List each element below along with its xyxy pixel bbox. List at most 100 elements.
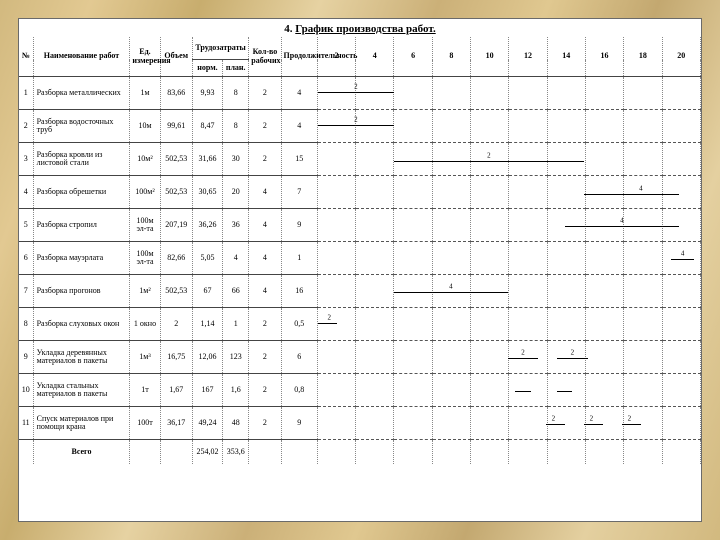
gantt-cell <box>624 407 662 440</box>
gantt-cell <box>471 77 509 110</box>
col-t-18: 18 <box>624 37 662 77</box>
gantt-cell <box>471 209 509 242</box>
cell-dur: 4 <box>281 110 317 143</box>
gantt-cell: 4 <box>317 209 355 242</box>
gantt-cell <box>547 110 585 143</box>
gantt-cell <box>394 341 432 374</box>
col-t-16: 16 <box>585 37 623 77</box>
cell-workers: 2 <box>249 110 281 143</box>
document-sheet: 4. График производства работ. № Наименов… <box>18 18 702 522</box>
cell-norm: 49,24 <box>192 407 222 440</box>
gantt-cell <box>624 110 662 143</box>
cell-workname: Спуск материалов при помощи крана <box>33 407 130 440</box>
cell-norm: 1,14 <box>192 308 222 341</box>
cell-num: 1 <box>19 77 33 110</box>
gantt-cell <box>432 143 470 176</box>
gantt-cell <box>471 374 509 407</box>
cell-num: 11 <box>19 407 33 440</box>
cell-workers: 4 <box>249 242 281 275</box>
cell-vol: 2 <box>160 308 192 341</box>
gantt-cell <box>547 209 585 242</box>
gantt-cell: 2 <box>317 143 355 176</box>
doc-title: 4. График производства работ. <box>19 19 701 37</box>
cell-num: 5 <box>19 209 33 242</box>
gantt-cell <box>394 77 432 110</box>
gantt-cell <box>585 275 623 308</box>
gantt-cell <box>432 209 470 242</box>
gantt-cell <box>624 308 662 341</box>
gantt-cell <box>394 143 432 176</box>
cell-unit: 1 окно <box>130 308 160 341</box>
gantt-cell <box>471 176 509 209</box>
cell-plan: 1 <box>223 308 249 341</box>
foot-total-label: Всего <box>33 440 130 465</box>
gantt-cell <box>394 176 432 209</box>
cell-workname: Разборка кровли из листовой стали <box>33 143 130 176</box>
cell-norm: 67 <box>192 275 222 308</box>
gantt-cell <box>624 242 662 275</box>
gantt-cell <box>547 374 585 407</box>
cell-norm: 12,06 <box>192 341 222 374</box>
table-row: 3Разборка кровли из листовой стали10м²50… <box>19 143 701 176</box>
gantt-cell <box>509 176 547 209</box>
cell-norm: 31,66 <box>192 143 222 176</box>
cell-norm: 30,65 <box>192 176 222 209</box>
gantt-cell <box>509 209 547 242</box>
gantt-cell <box>624 341 662 374</box>
cell-dur: 6 <box>281 341 317 374</box>
cell-norm: 167 <box>192 374 222 407</box>
cell-num: 7 <box>19 275 33 308</box>
col-t-4: 4 <box>356 37 394 77</box>
gantt-cell <box>662 176 701 209</box>
cell-vol: 99,61 <box>160 110 192 143</box>
col-num: № <box>19 37 33 77</box>
cell-workers: 2 <box>249 77 281 110</box>
cell-norm: 8,47 <box>192 110 222 143</box>
gantt-cell <box>585 209 623 242</box>
title-underlined: График производства работ. <box>295 23 435 35</box>
cell-plan: 4 <box>223 242 249 275</box>
col-unit: Ед. измерения <box>130 37 160 77</box>
gantt-cell <box>547 341 585 374</box>
gantt-cell <box>471 407 509 440</box>
col-dur: Продолжительность <box>281 37 317 77</box>
cell-workers: 2 <box>249 341 281 374</box>
gantt-cell <box>547 308 585 341</box>
gantt-cell <box>356 374 394 407</box>
col-t-10: 10 <box>471 37 509 77</box>
gantt-cell <box>356 407 394 440</box>
table-row: 2Разборка водосточных труб10м99,618,4782… <box>19 110 701 143</box>
cell-workname: Разборка стропил <box>33 209 130 242</box>
gantt-cell <box>662 275 701 308</box>
cell-unit: 1м³ <box>130 341 160 374</box>
cell-unit: 1м <box>130 77 160 110</box>
cell-workname: Разборка слуховых окон <box>33 308 130 341</box>
table-row: 11Спуск материалов при помощи крана100т3… <box>19 407 701 440</box>
cell-dur: 0,5 <box>281 308 317 341</box>
foot-total-norm: 254,02 <box>192 440 222 465</box>
gantt-cell <box>509 143 547 176</box>
cell-unit: 100м² <box>130 176 160 209</box>
cell-plan: 8 <box>223 110 249 143</box>
cell-dur: 1 <box>281 242 317 275</box>
gantt-cell <box>624 143 662 176</box>
cell-plan: 8 <box>223 77 249 110</box>
gantt-cell <box>356 341 394 374</box>
cell-dur: 4 <box>281 77 317 110</box>
gantt-cell <box>585 77 623 110</box>
cell-norm: 9,93 <box>192 77 222 110</box>
cell-workname: Укладка деревянных материалов в пакеты <box>33 341 130 374</box>
gantt-cell <box>394 374 432 407</box>
cell-num: 4 <box>19 176 33 209</box>
gantt-cell <box>471 341 509 374</box>
cell-unit: 10м <box>130 110 160 143</box>
cell-workers: 2 <box>249 143 281 176</box>
cell-workers: 2 <box>249 308 281 341</box>
gantt-cell <box>394 110 432 143</box>
gantt-cell <box>662 77 701 110</box>
gantt-cell <box>432 77 470 110</box>
cell-plan: 30 <box>223 143 249 176</box>
gantt-cell <box>509 308 547 341</box>
col-t-20: 20 <box>662 37 701 77</box>
gantt-cell: 4 <box>317 176 355 209</box>
